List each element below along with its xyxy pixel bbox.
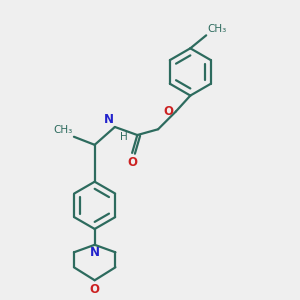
Text: N: N — [103, 112, 113, 125]
Text: H: H — [120, 132, 128, 142]
Text: O: O — [164, 105, 174, 118]
Text: N: N — [90, 246, 100, 259]
Text: O: O — [90, 283, 100, 296]
Text: O: O — [127, 156, 137, 170]
Text: CH₃: CH₃ — [53, 125, 73, 135]
Text: CH₃: CH₃ — [208, 24, 227, 34]
